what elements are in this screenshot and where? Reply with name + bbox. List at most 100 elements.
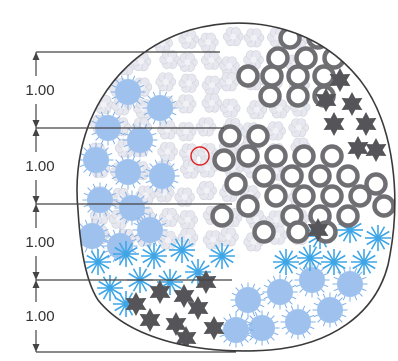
cyan-burst-particle: [273, 249, 299, 275]
dimension-label: 1.00: [25, 234, 54, 251]
blue-dot-particle: [78, 142, 114, 178]
region-boundary: [76, 22, 396, 352]
pale-flower-particle: [197, 32, 219, 52]
pale-flower-particle: [108, 28, 130, 48]
ring-particle: [286, 220, 310, 244]
dark-star-particle: [355, 112, 377, 136]
ring-particle: [372, 194, 395, 218]
pale-flower-particle: [178, 29, 200, 49]
particle-region: [76, 26, 395, 350]
ring-particle: [236, 64, 260, 88]
dark-star-particle: [315, 88, 337, 112]
ring-particle: [210, 204, 234, 228]
arrow-up-icon: [32, 280, 40, 288]
ring-particle: [212, 148, 236, 172]
dark-star-particle: [187, 296, 209, 320]
pale-flower-particle: [175, 122, 197, 142]
pale-flower-particle: [157, 142, 178, 162]
dark-star-particle: [139, 308, 161, 332]
ring-particle: [348, 184, 372, 208]
ring-particle: [264, 184, 288, 208]
dimension-label: 1.00: [25, 158, 54, 175]
pale-flower-particle: [265, 121, 286, 141]
pale-flower-particle: [175, 94, 197, 114]
dark-star-particle: [203, 316, 225, 340]
arrow-down-icon: [32, 196, 40, 204]
arrow-down-icon: [32, 344, 40, 352]
cyan-burst-particle: [169, 237, 195, 263]
pale-flower-particle: [177, 210, 198, 230]
pale-flower-particle: [246, 100, 268, 120]
pale-flower-particle: [152, 33, 173, 53]
pale-flower-particle: [222, 27, 244, 47]
pale-flower-particle: [243, 28, 265, 48]
pale-flower-particle: [177, 52, 198, 72]
ring-particle: [364, 172, 388, 196]
dark-star-particle: [125, 292, 147, 316]
center-marker: [190, 146, 210, 166]
pale-flower-particle: [219, 98, 241, 118]
pale-flower-particle: [201, 75, 223, 95]
ring-particle: [306, 26, 330, 50]
ring-particle: [286, 64, 310, 88]
arrow-up-icon: [32, 204, 40, 212]
ring-particle: [308, 164, 332, 188]
dark-star-particle: [149, 280, 171, 304]
ring-particle: [218, 124, 242, 148]
ring-particle: [336, 164, 360, 188]
dark-star-particle: [329, 68, 351, 92]
pale-flower-particle: [178, 73, 200, 93]
cyan-burst-particle: [209, 243, 235, 269]
blue-dot-particle: [110, 154, 146, 190]
pale-flower-particle: [195, 117, 217, 137]
pale-flower-particle: [218, 227, 239, 247]
blue-dot-particle: [244, 310, 280, 346]
dark-star-particle: [195, 270, 217, 294]
ring-particle: [336, 204, 360, 228]
arrow-down-icon: [32, 272, 40, 280]
ring-particle: [280, 164, 304, 188]
ring-particle: [224, 172, 248, 196]
pale-flower-particle: [201, 93, 223, 113]
blue-dot-particle: [230, 282, 266, 318]
dark-star-particle: [365, 138, 387, 162]
ring-particle: [258, 84, 282, 108]
ring-particle: [246, 124, 270, 148]
cyan-burst-particle: [321, 249, 347, 275]
ring-particle: [236, 144, 260, 168]
blue-dot-particle: [144, 158, 180, 194]
ring-particle: [264, 144, 288, 168]
blue-dot-particle: [114, 190, 150, 226]
arrow-up-icon: [32, 128, 40, 136]
blue-dot-particle: [262, 274, 298, 310]
cyan-burst-particle: [141, 243, 167, 269]
pale-flower-particle: [201, 50, 222, 70]
cyan-burst-particle: [351, 249, 377, 275]
pale-flower-particle: [115, 56, 136, 76]
pale-flower-particle: [133, 30, 154, 50]
blue-dot-particle: [132, 212, 168, 248]
dimension-label: 1.00: [25, 82, 54, 99]
pale-flower-particle: [89, 30, 111, 51]
pale-flower-particle: [178, 143, 200, 163]
blue-dot-particle: [218, 312, 254, 348]
ring-particle: [252, 220, 276, 244]
cyan-burst-particle: [97, 275, 123, 301]
ring-particle: [252, 164, 276, 188]
pale-flower-particle: [219, 56, 240, 76]
dimension-label: 1.00: [25, 308, 54, 325]
pale-flower-particle: [180, 159, 201, 179]
arrow-up-icon: [32, 52, 40, 60]
pale-flower-particle: [288, 118, 309, 138]
dark-star-particle: [175, 326, 197, 350]
pale-flower-particle: [177, 227, 199, 248]
cyan-burst-particle: [113, 241, 139, 267]
pale-flower-particle: [157, 120, 178, 140]
dark-star-particle: [341, 92, 363, 116]
pale-flower-particle: [243, 50, 264, 70]
dark-star-particle: [323, 112, 345, 136]
pale-flower-particle: [155, 72, 177, 92]
blue-dot-particle: [312, 292, 348, 328]
